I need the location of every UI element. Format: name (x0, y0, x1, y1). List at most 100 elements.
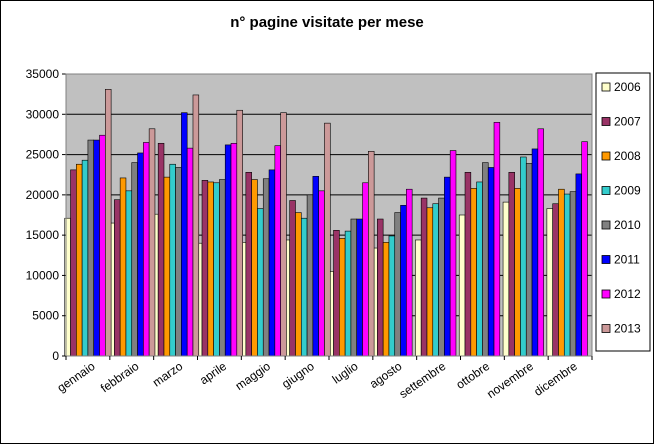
legend-swatch (601, 186, 611, 195)
bar-2010-luglio (350, 218, 358, 357)
bar-2012-aprile (230, 142, 238, 357)
bar-2011-febbraio (137, 152, 144, 357)
bar-2008-febbraio (119, 177, 127, 357)
bar-2013-maggio (280, 112, 287, 357)
bar-2011-ottobre (487, 167, 495, 357)
legend-swatch (601, 255, 611, 264)
y-tick-label: 5000 (32, 309, 59, 323)
bar-2009-gennaio (81, 159, 89, 357)
bar-2008-settembre (426, 207, 434, 357)
y-tick-label: 25000 (26, 148, 60, 162)
bar-2006-novembre (502, 201, 510, 357)
bar-2007-agosto (377, 218, 384, 357)
bar-2009-giugno (300, 217, 308, 357)
bar-2012-dicembre (581, 141, 588, 357)
bar-2011-marzo (181, 112, 188, 357)
bar-2012-giugno (318, 190, 325, 357)
legend-swatch (601, 289, 611, 299)
bar-2008-dicembre (558, 188, 565, 357)
bar-2013-luglio (368, 151, 375, 357)
bar-2008-agosto (382, 242, 390, 357)
bar-2009-agosto (388, 235, 396, 357)
bar-2008-luglio (339, 238, 346, 357)
bars (64, 89, 588, 357)
bar-2008-novembre (514, 188, 521, 357)
bar-2010-giugno (306, 194, 314, 357)
bar-2009-dicembre (563, 193, 571, 357)
bar-2012-agosto (406, 188, 413, 357)
bar-2013-marzo (192, 94, 200, 357)
legend-label: 2012 (614, 287, 641, 301)
chart-title: n° pagine visitate per mese (230, 14, 424, 31)
bar-2010-maggio (262, 178, 270, 357)
bar-2011-gennaio (93, 139, 100, 357)
bar-2007-aprile (201, 180, 209, 357)
bar-2006-ottobre (458, 214, 466, 357)
bar-2007-maggio (245, 172, 252, 357)
y-tick-label: 0 (52, 349, 59, 363)
y-tick-label: 15000 (26, 228, 60, 242)
legend-label: 2010 (614, 218, 641, 232)
x-tick-label: novembre (484, 359, 536, 401)
x-tick-label: maggio (233, 359, 274, 393)
bar-2007-febbraio (114, 199, 121, 357)
bar-2007-dicembre (552, 203, 559, 357)
x-tick-label: luglio (330, 359, 361, 387)
bar-2013-gennaio (105, 89, 112, 357)
bar-2008-aprile (207, 181, 214, 357)
y-tick-label: 10000 (26, 268, 60, 282)
bar-2009-aprile (213, 182, 220, 357)
legend-swatch (601, 82, 611, 92)
x-tick-label: giugno (279, 359, 317, 391)
bar-2011-maggio (268, 169, 276, 357)
bar-2007-marzo (157, 142, 165, 357)
bar-2012-ottobre (493, 122, 501, 357)
bar-2011-dicembre (575, 173, 582, 357)
y-tick-label: 35000 (26, 67, 60, 81)
bar-2008-marzo (163, 176, 171, 357)
bar-2011-agosto (400, 205, 407, 357)
x-tick-label: agosto (367, 359, 405, 391)
legend-swatch (601, 151, 611, 161)
bar-2011-novembre (531, 148, 539, 357)
legend-swatch (601, 324, 611, 333)
bar-2007-luglio (333, 230, 340, 357)
bar-2010-settembre (438, 197, 445, 357)
bar-2009-febbraio (125, 190, 133, 357)
bar-2010-gennaio (87, 139, 95, 357)
legend-label: 2011 (614, 253, 640, 267)
legend-label: 2007 (614, 115, 641, 129)
bar-2008-giugno (295, 212, 302, 357)
bar-2008-maggio (251, 179, 258, 357)
bar-2011-luglio (356, 218, 363, 357)
bar-2010-febbraio (131, 162, 138, 357)
bar-2010-marzo (175, 167, 182, 357)
bar-2012-maggio (274, 145, 281, 357)
bar-2008-gennaio (76, 163, 83, 357)
legend: 2006 2007 2008 2009 2010 2011 2012 2013 (595, 72, 651, 352)
bar-2008-ottobre (470, 188, 477, 357)
x-tick-label: gennaio (55, 359, 98, 395)
bar-2009-settembre (432, 203, 439, 357)
x-tick-label: marzo (150, 359, 186, 390)
bar-2007-gennaio (70, 169, 77, 357)
bar-2013-giugno (324, 122, 331, 357)
bar-2010-agosto (394, 212, 401, 357)
bar-2010-novembre (525, 163, 533, 357)
y-tick-label: 20000 (26, 188, 60, 202)
bar-2013-febbraio (148, 128, 156, 357)
bar-2012-settembre (449, 150, 457, 357)
bar-2012-novembre (537, 128, 544, 357)
bar-2010-aprile (219, 179, 226, 357)
bar-2009-luglio (344, 230, 352, 357)
legend-swatch (601, 220, 611, 230)
bar-2007-settembre (420, 197, 428, 357)
x-tick-label: aprile (197, 359, 229, 387)
bar-2011-aprile (224, 144, 232, 357)
bar-2011-settembre (444, 176, 451, 357)
bar-2011-giugno (312, 176, 319, 357)
bar-2010-ottobre (482, 162, 489, 357)
bar-2006-settembre (415, 239, 422, 357)
bar-2007-giugno (289, 200, 296, 357)
